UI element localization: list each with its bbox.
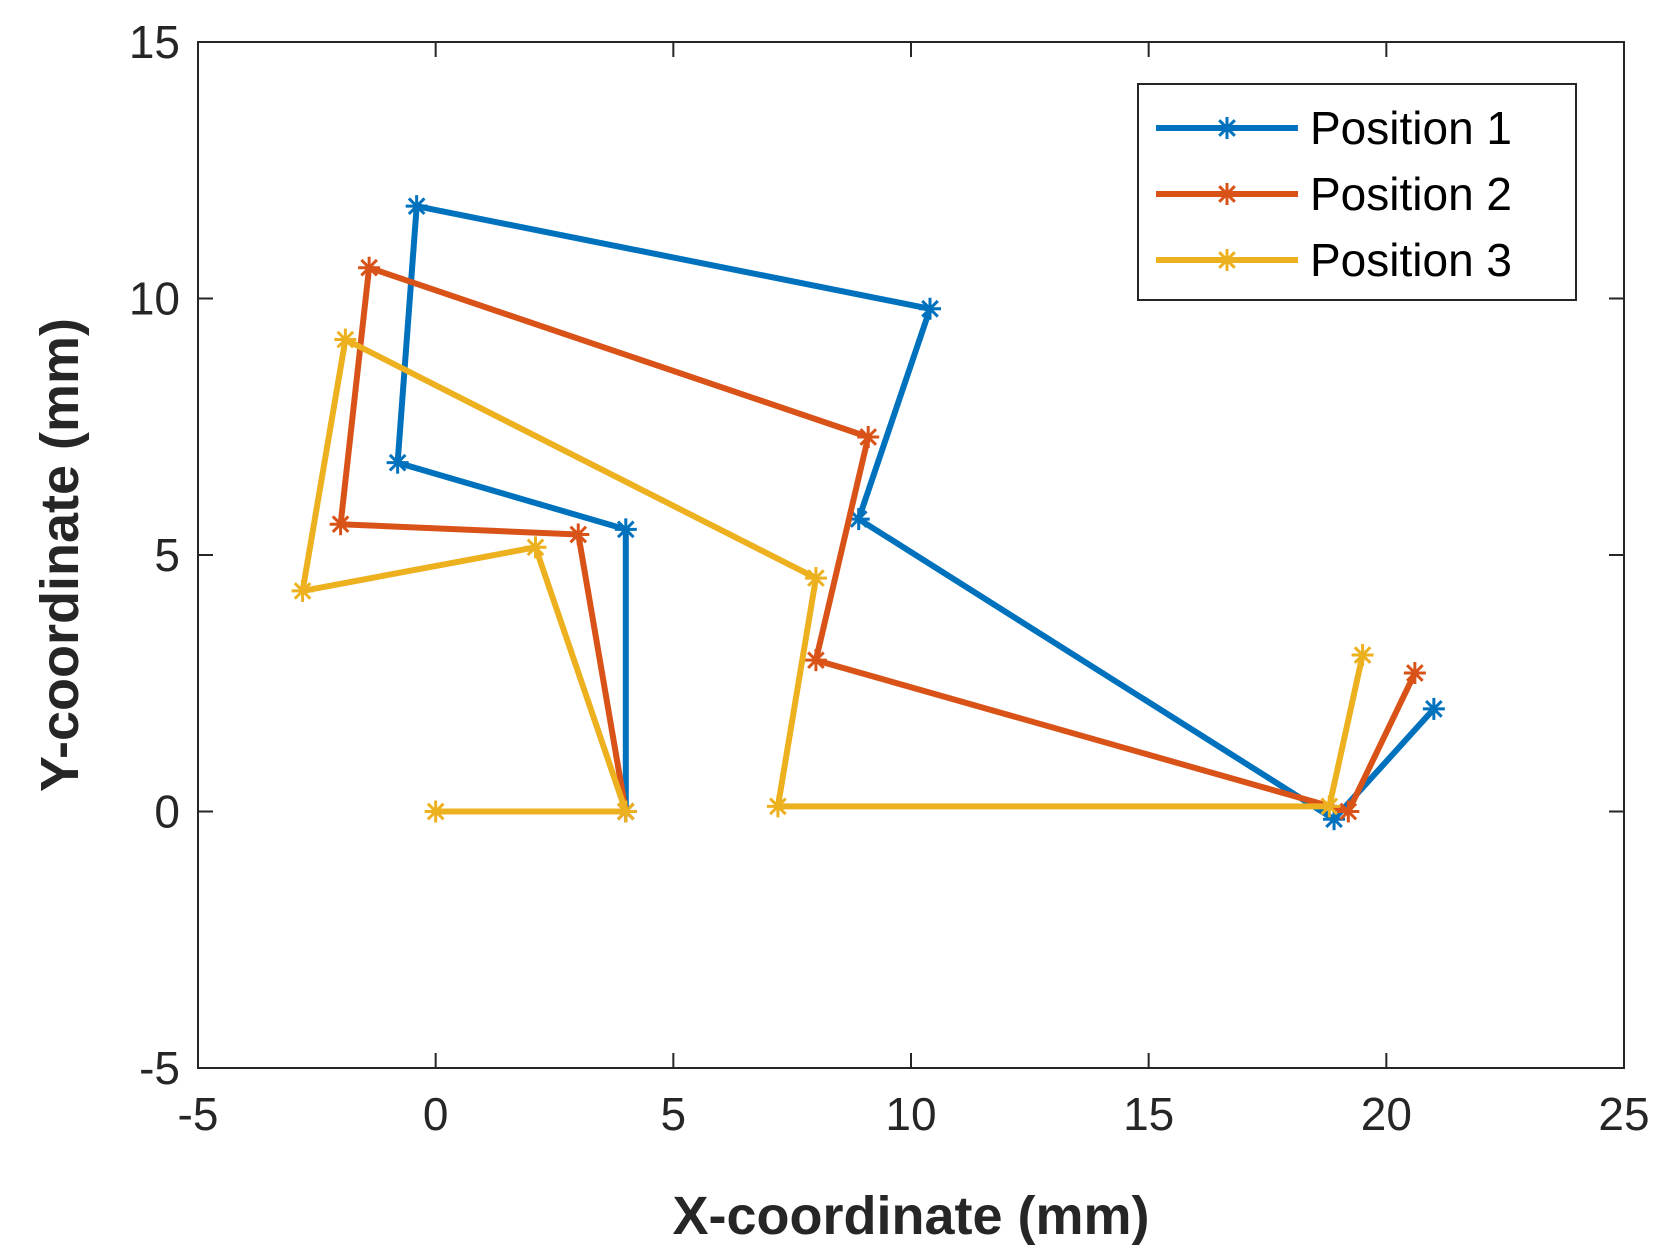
series-2-point [358,256,381,279]
y-tick-label: 5 [154,529,180,581]
y-tick-label: 10 [129,273,180,325]
series-2-point [1337,800,1360,823]
legend-label: Position 1 [1310,102,1512,154]
legend-item: Position 2 [1156,168,1512,220]
series-1-point [386,451,409,474]
series-2-point [857,426,880,449]
series-1-point [1422,697,1445,720]
legend-label: Position 2 [1310,168,1512,220]
series-layer [291,195,1445,831]
series-3-point [291,579,314,602]
y-axis-title: Y-coordinate (mm) [30,318,90,792]
y-tick-label: -5 [139,1042,180,1094]
series-3-point [1318,795,1341,818]
x-tick-label: -5 [178,1088,219,1140]
series-3 [291,328,1374,823]
y-tick-label: 0 [154,786,180,838]
legend-marker [1216,249,1238,271]
series-1-line [394,203,1437,823]
x-tick-label: 15 [1123,1088,1174,1140]
series-1-point [405,195,428,218]
x-tick-label: 0 [423,1088,449,1140]
x-tick-label: 5 [661,1088,687,1140]
legend-marker [1216,117,1238,139]
series-3-point [766,795,789,818]
series-3-point [524,536,547,559]
series-2-point [329,513,352,536]
legend-marker [1216,183,1238,205]
x-tick-label: 25 [1598,1088,1649,1140]
series-2-point [567,523,590,546]
series-3-point [334,328,357,351]
legend-label: Position 3 [1310,234,1512,286]
series-3-point [1351,644,1374,667]
legend-item: Position 3 [1156,234,1512,286]
series-1-point [614,518,637,541]
series-2-line [337,264,1418,815]
series-2-point [804,649,827,672]
series-1-point [919,297,942,320]
y-tick-label: 15 [129,16,180,68]
series-2-point [1403,661,1426,684]
series-3-point [614,800,637,823]
legend-item: Position 1 [1156,102,1512,154]
series-3-point [804,567,827,590]
legend: Position 1 Position 2 Position 3 [1137,83,1577,301]
x-tick-label: 10 [885,1088,936,1140]
x-tick-label: 20 [1361,1088,1412,1140]
x-axis-title: X-coordinate (mm) [672,1186,1149,1246]
series-3-point [424,800,447,823]
tick-layer: -5 0 5 10 15 20 25 -5 0 5 10 15 [129,16,1650,1140]
